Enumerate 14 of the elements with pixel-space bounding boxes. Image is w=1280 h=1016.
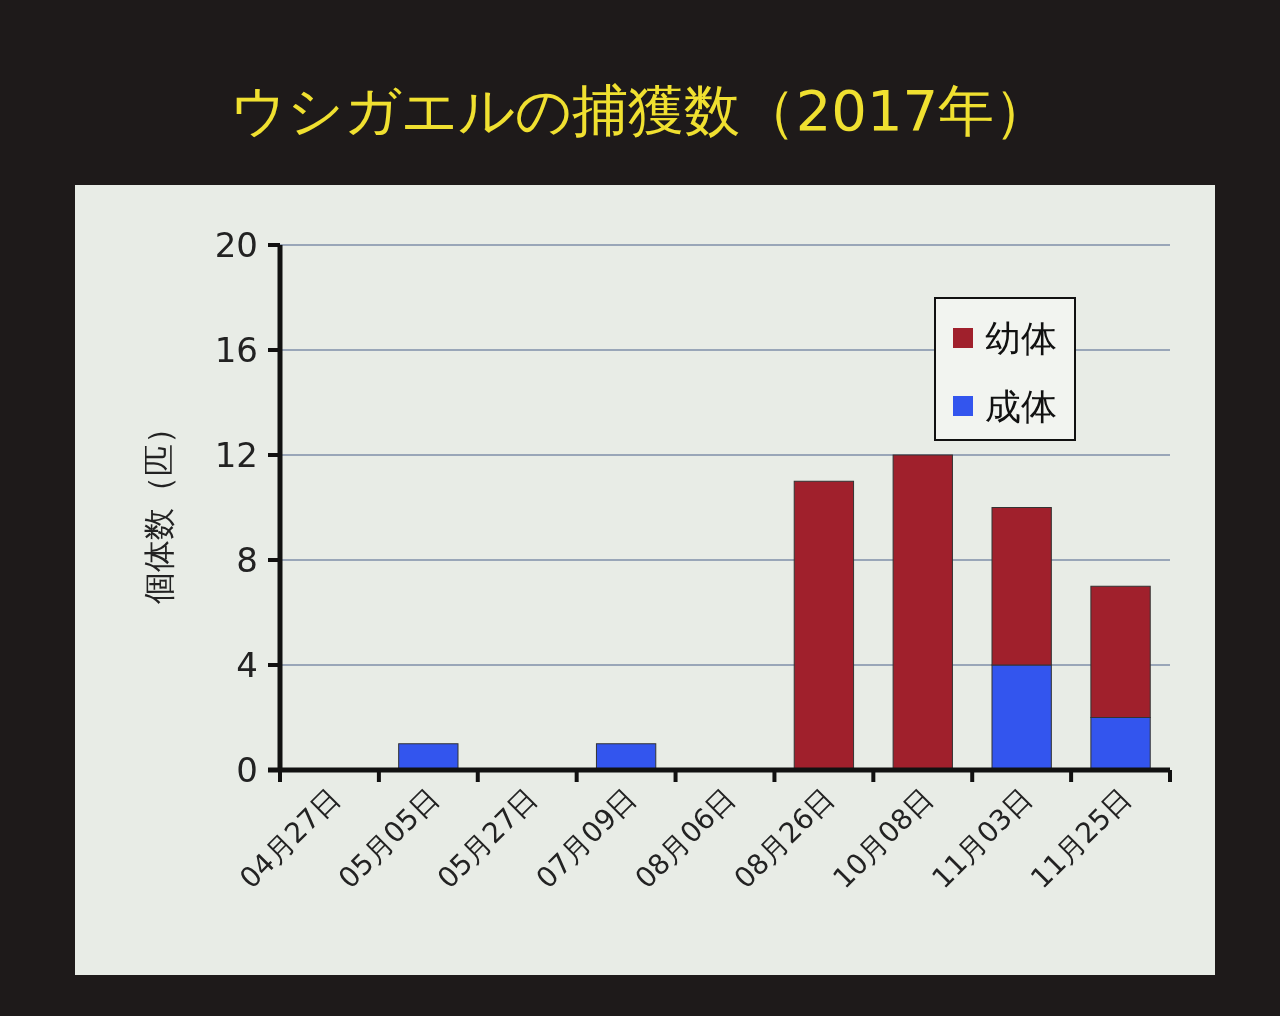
bar (398, 743, 459, 771)
chart-title: ウシガエルの捕獲数（2017年） (229, 78, 1051, 143)
y-tick-label: 20 (214, 225, 258, 265)
bar (892, 454, 953, 771)
legend-label: 成体 (985, 386, 1057, 427)
y-tick-label: 0 (236, 750, 258, 790)
y-tick-label: 8 (236, 540, 258, 580)
bar (793, 480, 855, 771)
y-axis-title: 個体数（匹） (140, 411, 178, 604)
y-tick-label: 16 (214, 330, 258, 370)
y-tick-label: 12 (214, 435, 258, 475)
legend-label: 幼体 (985, 318, 1057, 359)
bar (595, 743, 657, 771)
y-tick-label: 4 (236, 645, 258, 685)
